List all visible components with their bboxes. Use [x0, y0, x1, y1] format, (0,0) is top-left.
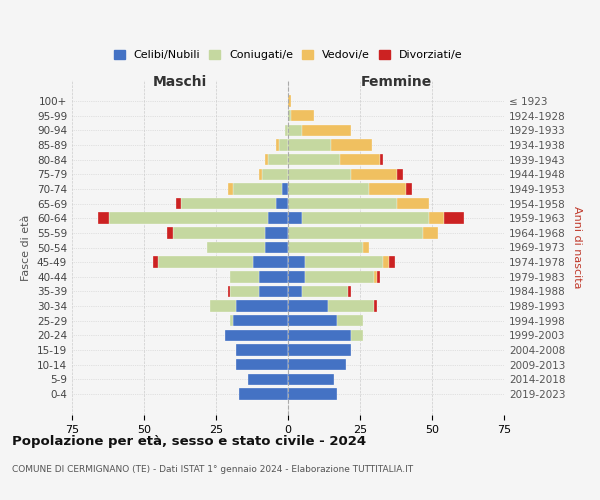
Bar [224, 330, 288, 341]
Bar [152, 256, 158, 268]
Bar [288, 124, 302, 136]
Text: Maschi: Maschi [153, 75, 207, 89]
Bar [288, 388, 337, 400]
Bar [268, 154, 288, 166]
Bar [397, 168, 403, 180]
Bar [349, 286, 352, 297]
Bar [288, 286, 302, 297]
Bar [265, 227, 288, 238]
Bar [288, 95, 291, 106]
Bar [383, 256, 389, 268]
Bar [288, 344, 352, 356]
Bar [352, 168, 397, 180]
Bar [302, 286, 349, 297]
Bar [389, 256, 395, 268]
Bar [265, 242, 288, 253]
Bar [230, 286, 259, 297]
Text: Femmine: Femmine [361, 75, 431, 89]
Bar [158, 256, 253, 268]
Bar [288, 183, 368, 194]
Bar [363, 242, 368, 253]
Bar [288, 374, 334, 385]
Bar [239, 388, 288, 400]
Bar [291, 110, 314, 122]
Bar [233, 183, 282, 194]
Bar [305, 256, 383, 268]
Bar [288, 168, 352, 180]
Bar [282, 183, 288, 194]
Bar [236, 344, 288, 356]
Bar [288, 212, 302, 224]
Bar [181, 198, 277, 209]
Bar [337, 315, 363, 326]
Bar [406, 183, 412, 194]
Text: Popolazione per età, sesso e stato civile - 2024: Popolazione per età, sesso e stato civil… [12, 435, 366, 448]
Bar [285, 124, 288, 136]
Bar [230, 271, 259, 282]
Bar [302, 124, 352, 136]
Bar [397, 198, 429, 209]
Bar [288, 154, 340, 166]
Bar [424, 227, 438, 238]
Y-axis label: Anni di nascita: Anni di nascita [572, 206, 582, 288]
Bar [368, 183, 406, 194]
Bar [268, 212, 288, 224]
Bar [288, 227, 424, 238]
Bar [210, 300, 236, 312]
Bar [227, 286, 230, 297]
Bar [288, 198, 397, 209]
Bar [288, 271, 305, 282]
Bar [98, 212, 109, 224]
Bar [173, 227, 265, 238]
Bar [380, 154, 383, 166]
Bar [377, 271, 380, 282]
Bar [352, 330, 363, 341]
Bar [259, 271, 288, 282]
Bar [288, 139, 331, 150]
Legend: Celibi/Nubili, Coniugati/e, Vedovi/e, Divorziati/e: Celibi/Nubili, Coniugati/e, Vedovi/e, Di… [109, 46, 467, 64]
Y-axis label: Fasce di età: Fasce di età [22, 214, 31, 280]
Bar [340, 154, 380, 166]
Bar [280, 139, 288, 150]
Bar [288, 359, 346, 370]
Bar [374, 271, 377, 282]
Bar [305, 271, 374, 282]
Bar [259, 286, 288, 297]
Bar [253, 256, 288, 268]
Bar [302, 212, 429, 224]
Bar [277, 139, 280, 150]
Bar [328, 300, 374, 312]
Bar [429, 212, 443, 224]
Bar [288, 330, 352, 341]
Bar [262, 168, 288, 180]
Bar [236, 359, 288, 370]
Text: COMUNE DI CERMIGNANO (TE) - Dati ISTAT 1° gennaio 2024 - Elaborazione TUTTITALIA: COMUNE DI CERMIGNANO (TE) - Dati ISTAT 1… [12, 465, 413, 474]
Bar [109, 212, 268, 224]
Bar [167, 227, 173, 238]
Bar [288, 300, 328, 312]
Bar [176, 198, 181, 209]
Bar [288, 110, 291, 122]
Bar [288, 256, 305, 268]
Bar [288, 315, 337, 326]
Bar [331, 139, 371, 150]
Bar [248, 374, 288, 385]
Bar [277, 198, 288, 209]
Bar [374, 300, 377, 312]
Bar [236, 300, 288, 312]
Bar [233, 315, 288, 326]
Bar [230, 315, 233, 326]
Bar [288, 242, 363, 253]
Bar [265, 154, 268, 166]
Bar [208, 242, 265, 253]
Bar [227, 183, 233, 194]
Bar [259, 168, 262, 180]
Bar [443, 212, 464, 224]
